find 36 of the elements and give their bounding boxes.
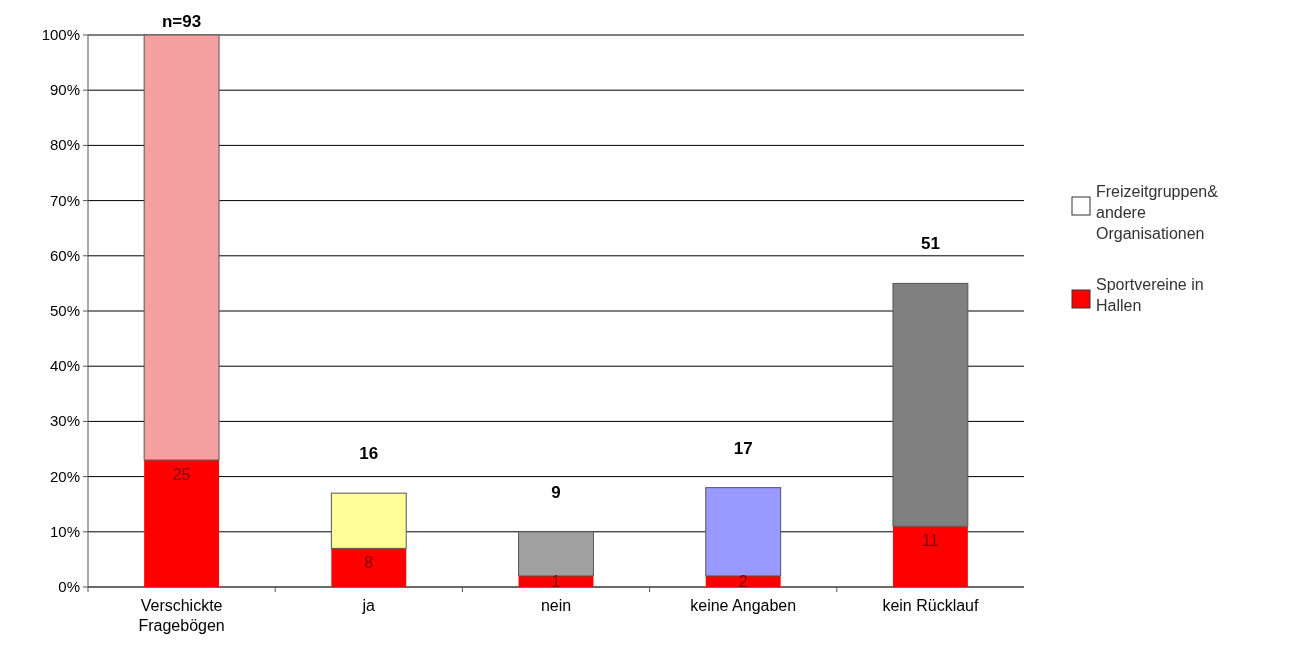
y-tick-label: 70% bbox=[49, 191, 80, 209]
bar bbox=[892, 282, 969, 527]
y-tick-label: 30% bbox=[49, 412, 80, 430]
x-tick-label: ja bbox=[361, 597, 376, 614]
bar bbox=[144, 460, 220, 587]
bar bbox=[518, 531, 594, 577]
y-tick-label: 40% bbox=[49, 357, 80, 375]
x-tick-label: Verschickte Fragebögen bbox=[138, 597, 225, 634]
bar bbox=[330, 492, 407, 549]
bar bbox=[331, 548, 407, 587]
y-tick-label: 50% bbox=[49, 302, 80, 319]
annotation: 51 bbox=[920, 234, 940, 254]
annotation: 8 bbox=[364, 554, 374, 572]
annotation: 17 bbox=[733, 438, 753, 458]
annotation: 16 bbox=[359, 444, 379, 464]
x-tick-label: nein bbox=[540, 597, 572, 614]
legend-label: Sportvereine in Hallen bbox=[1096, 276, 1204, 314]
y-tick-label: 100% bbox=[41, 26, 80, 43]
y-tick-label: 80% bbox=[49, 136, 80, 154]
y-tick-label: 10% bbox=[49, 522, 80, 540]
text: Freizeitgruppen& andere Organisationen bbox=[1096, 183, 1219, 242]
y-tick-label: 60% bbox=[49, 246, 80, 264]
y-tick-label: 90% bbox=[49, 81, 80, 99]
annotation: 1 bbox=[551, 573, 561, 591]
bar bbox=[143, 34, 220, 461]
annotation: 11 bbox=[922, 532, 939, 550]
x-tick-label: kein Rücklauf bbox=[882, 597, 979, 614]
bar bbox=[705, 487, 782, 577]
bar bbox=[892, 526, 968, 587]
x-tick-label: keine Angaben bbox=[690, 597, 797, 614]
annotation: n=93 bbox=[161, 12, 202, 31]
annotation: 9 bbox=[551, 482, 561, 502]
annotation: 2 bbox=[738, 573, 748, 591]
annotation: 25 bbox=[172, 466, 191, 484]
y-tick-label: 0% bbox=[58, 578, 80, 595]
y-tick-label: 20% bbox=[49, 467, 80, 485]
